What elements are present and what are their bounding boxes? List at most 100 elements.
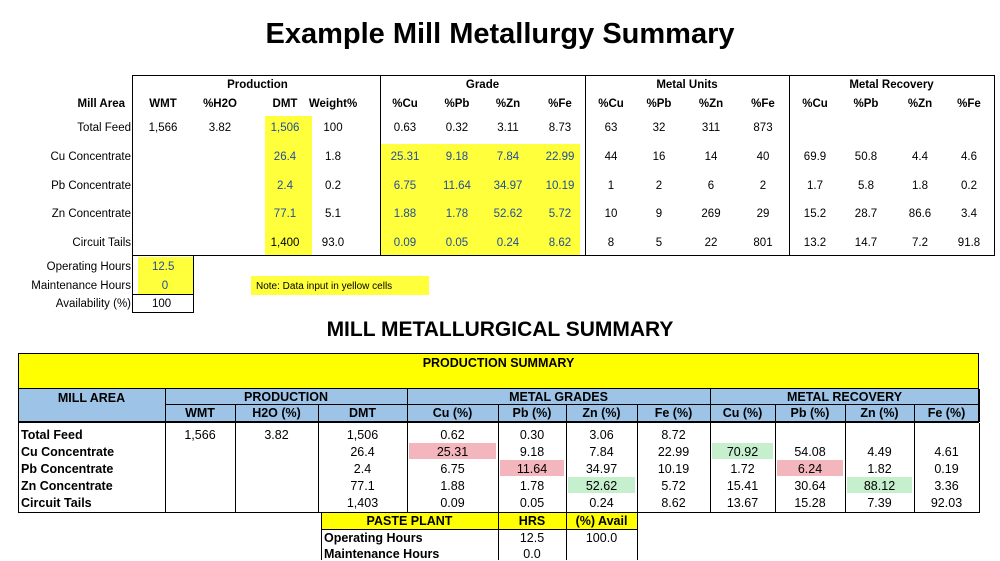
header-divider <box>775 404 776 422</box>
data-cell[interactable]: 6 <box>707 180 715 192</box>
data-cell[interactable]: 52.62 <box>493 208 523 220</box>
availability-label: Availability (%) <box>55 298 131 310</box>
maintenance-hours-input[interactable]: 0 <box>161 280 169 292</box>
operating-hours-input[interactable]: 12.5 <box>152 261 175 273</box>
data-cell[interactable]: 9.18 <box>445 151 469 163</box>
data-cell[interactable]: 6.75 <box>393 180 417 192</box>
summary-data-cell: 0.09 <box>440 496 465 510</box>
data-cell[interactable]: 26.4 <box>273 151 297 163</box>
data-cell[interactable]: 7.2 <box>912 237 928 249</box>
data-cell[interactable]: 11.64 <box>443 180 471 192</box>
data-cell[interactable]: 1.88 <box>393 208 417 220</box>
data-cell[interactable]: 0.09 <box>393 237 417 249</box>
data-cell[interactable]: 22.99 <box>545 151 575 163</box>
summary-data-cell: 22.99 <box>657 445 690 459</box>
summary-row-label: Cu Concentrate <box>21 445 115 459</box>
data-cell[interactable]: 13.2 <box>803 237 827 249</box>
data-cell[interactable]: 50.8 <box>854 151 878 163</box>
header-divider <box>710 389 711 422</box>
data-cell[interactable]: 0.2 <box>961 180 977 192</box>
data-cell[interactable]: 1.8 <box>325 151 341 163</box>
data-cell[interactable]: 16 <box>652 151 666 163</box>
summary-row-label: Pb Concentrate <box>21 462 114 476</box>
data-cell[interactable]: 5.72 <box>548 208 572 220</box>
data-cell[interactable]: 44 <box>604 151 618 163</box>
data-cell[interactable]: 4.6 <box>961 151 977 163</box>
data-cell[interactable]: 0.05 <box>445 237 469 249</box>
col-header: Fe (%) <box>654 406 693 420</box>
summary-data-cell: 0.30 <box>519 428 545 442</box>
grid-line <box>994 75 995 255</box>
data-cell[interactable]: 8.73 <box>548 122 572 134</box>
data-cell[interactable]: 69.9 <box>803 151 827 163</box>
data-cell[interactable]: 1.78 <box>445 208 469 220</box>
col-header: DMT <box>272 98 298 110</box>
data-cell[interactable]: 873 <box>753 122 773 134</box>
data-cell[interactable]: 77.1 <box>273 208 297 220</box>
paste-plant-border <box>637 513 638 560</box>
data-cell[interactable]: 5 <box>655 237 663 249</box>
data-cell[interactable]: 28.7 <box>854 208 878 220</box>
grid-line <box>193 256 194 313</box>
data-cell[interactable]: 10.19 <box>545 180 575 192</box>
grid-line <box>132 312 194 313</box>
data-cell[interactable]: 1 <box>607 180 615 192</box>
grid-line <box>132 294 194 295</box>
data-cell[interactable]: 1,400 <box>270 237 300 249</box>
data-cell[interactable]: 0.24 <box>496 237 520 249</box>
summary-data-cell: 1,403 <box>346 496 379 510</box>
data-cell[interactable]: 8.62 <box>548 237 572 249</box>
data-cell[interactable]: 3.82 <box>208 122 232 134</box>
row-label: Cu Concentrate <box>50 151 131 163</box>
data-cell[interactable]: 8 <box>607 237 615 249</box>
paste-plant-row-label: Operating Hours <box>324 531 423 545</box>
data-cell[interactable]: 0.63 <box>393 122 417 134</box>
summary-data-cell: 7.84 <box>589 445 614 459</box>
data-cell[interactable]: 1,506 <box>270 122 300 134</box>
header-divider <box>845 404 846 422</box>
summary-data-cell: 34.97 <box>585 462 618 476</box>
data-cell[interactable]: 100 <box>323 122 343 134</box>
data-cell[interactable]: 0.32 <box>445 122 469 134</box>
data-cell[interactable]: 29 <box>756 208 770 220</box>
data-cell[interactable]: 3.4 <box>961 208 977 220</box>
data-cell[interactable]: 3.11 <box>497 122 519 134</box>
data-cell[interactable]: 1,566 <box>148 122 178 134</box>
data-cell[interactable]: 22 <box>704 237 718 249</box>
data-cell[interactable]: 1.7 <box>807 180 823 192</box>
data-cell[interactable]: 311 <box>701 122 721 134</box>
data-cell[interactable]: 5.8 <box>858 180 874 192</box>
data-cell[interactable]: 7.84 <box>496 151 520 163</box>
summary-data-cell: 3.36 <box>934 479 959 493</box>
body-border <box>979 423 980 513</box>
data-cell[interactable]: 10 <box>604 208 618 220</box>
data-cell[interactable]: 0.2 <box>325 180 341 192</box>
data-cell[interactable]: 32 <box>652 122 666 134</box>
data-cell[interactable]: 1.8 <box>912 180 928 192</box>
data-cell[interactable]: 63 <box>604 122 618 134</box>
data-cell[interactable]: 9 <box>655 208 663 220</box>
data-cell[interactable]: 15.2 <box>803 208 827 220</box>
data-cell[interactable]: 86.6 <box>908 208 932 220</box>
data-cell[interactable]: 14 <box>704 151 718 163</box>
data-cell[interactable]: 269 <box>701 208 721 220</box>
data-cell[interactable]: 5.1 <box>325 208 341 220</box>
summary-data-cell: 70.92 <box>726 445 759 459</box>
data-cell[interactable]: 2 <box>655 180 663 192</box>
data-cell[interactable]: 2 <box>759 180 767 192</box>
data-cell[interactable]: 40 <box>756 151 770 163</box>
data-cell[interactable]: 25.31 <box>390 151 420 163</box>
data-cell[interactable]: 801 <box>753 237 773 249</box>
summary-data-cell: 4.61 <box>934 445 959 459</box>
summary-data-cell: 1.88 <box>440 479 465 493</box>
data-cell[interactable]: 34.97 <box>493 180 523 192</box>
data-cell[interactable]: 91.8 <box>957 237 981 249</box>
data-cell[interactable]: 93.0 <box>321 237 345 249</box>
data-cell[interactable]: 2.4 <box>277 180 293 192</box>
data-cell[interactable]: 4.4 <box>912 151 928 163</box>
col-header: H2O (%) <box>252 406 301 420</box>
data-cell[interactable]: 14.7 <box>854 237 878 249</box>
input-hours-highlight <box>138 257 194 295</box>
summary-data-cell: 4.49 <box>867 445 892 459</box>
grid-line <box>585 75 586 255</box>
